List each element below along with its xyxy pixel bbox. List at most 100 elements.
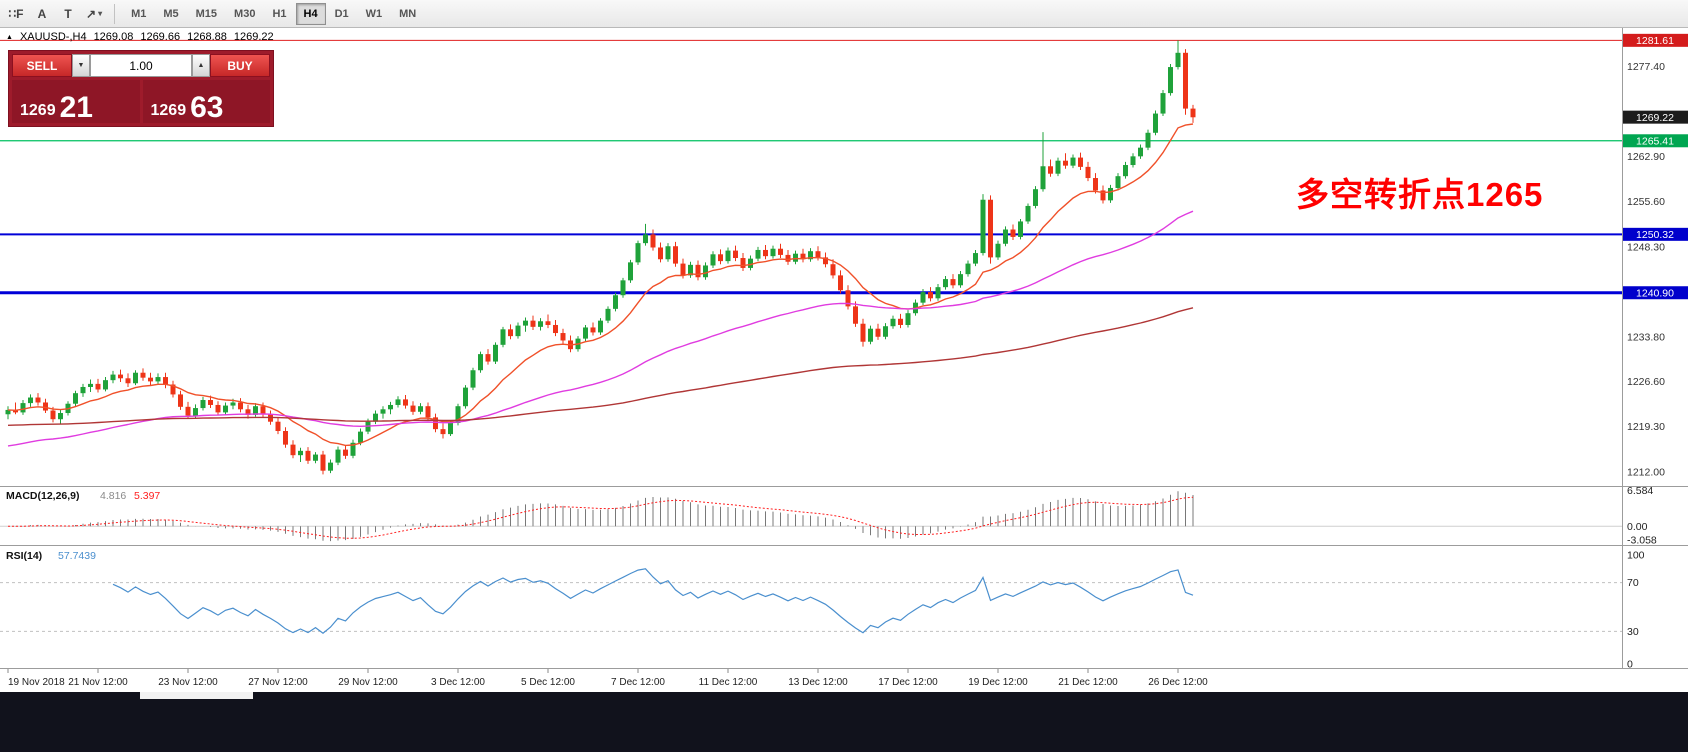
crosshair-icon: ∷F xyxy=(8,6,24,21)
svg-text:4.816: 4.816 xyxy=(100,490,126,502)
sell-button[interactable]: SELL xyxy=(12,54,72,77)
svg-text:1219.30: 1219.30 xyxy=(1627,421,1665,433)
chart-annotation-text[interactable]: 多空转折点1265 xyxy=(1296,176,1544,213)
svg-text:1281.61: 1281.61 xyxy=(1636,35,1674,47)
svg-text:1269.22: 1269.22 xyxy=(1636,112,1674,124)
trade-prices-row: 1269 21 1269 63 xyxy=(12,80,270,123)
svg-text:1233.80: 1233.80 xyxy=(1627,331,1665,343)
sell-price-display[interactable]: 1269 21 xyxy=(12,80,140,123)
timeframe-button-m15[interactable]: M15 xyxy=(188,3,225,25)
svg-text:MACD(12,26,9): MACD(12,26,9) xyxy=(6,490,80,502)
time-axis: 19 Nov 2018 21 Nov 12:00 23 Nov 12:00 27 No… xyxy=(7,669,1208,688)
svg-text:1212.00: 1212.00 xyxy=(1627,466,1665,478)
svg-text:26 Dec 12:00: 26 Dec 12:00 xyxy=(1148,677,1208,688)
svg-text:3 Dec 12:00: 3 Dec 12:00 xyxy=(431,677,485,688)
sell-price-main: 1269 xyxy=(20,102,56,120)
label-tool-button[interactable]: A xyxy=(30,3,54,25)
moving-average-lines xyxy=(7,123,1194,447)
svg-text:1226.60: 1226.60 xyxy=(1627,376,1665,388)
price-axis: 6.584 0.00 -3.058 100 70 30 0 1277.40 1262.90 125… xyxy=(1623,33,1688,671)
buy-price-display[interactable]: 1269 63 xyxy=(142,80,270,124)
svg-text:19 Nov 2018: 19 Nov 2018 xyxy=(8,677,65,688)
trade-controls-row: SELL ▼ ▲ BUY xyxy=(12,54,270,77)
label-a-icon: A xyxy=(37,6,47,21)
svg-text:7 Dec 12:00: 7 Dec 12:00 xyxy=(611,677,665,688)
timeframe-button-m30[interactable]: M30 xyxy=(226,3,263,25)
one-click-trading-panel: SELL ▼ ▲ BUY 1269 21 1269 63 xyxy=(8,50,274,127)
drawing-tools-group: ∷F A T ↗ ▾ xyxy=(4,3,106,25)
svg-text:57.7439: 57.7439 xyxy=(58,550,96,562)
svg-text:1250.32: 1250.32 xyxy=(1636,229,1674,241)
horizontal-price-lines[interactable] xyxy=(0,39,1622,295)
svg-text:13 Dec 12:00: 13 Dec 12:00 xyxy=(788,677,848,688)
volume-increase-button[interactable]: ▲ xyxy=(192,54,210,77)
ohlc-open: 1269.08 xyxy=(93,31,134,43)
timeframe-button-w1[interactable]: W1 xyxy=(358,3,391,25)
svg-text:RSI(14): RSI(14) xyxy=(6,550,42,562)
svg-text:1248.30: 1248.30 xyxy=(1627,241,1665,253)
svg-text:30: 30 xyxy=(1627,626,1639,638)
svg-text:19 Dec 12:00: 19 Dec 12:00 xyxy=(968,677,1028,688)
panel-separators xyxy=(0,28,1688,669)
caret-down-icon: ▼ xyxy=(77,62,85,69)
caret-down-icon: ▾ xyxy=(98,9,103,18)
toolbar: ∷F A T ↗ ▾ M1 M5 M15 M30 H1 H4 D1 W1 MN xyxy=(0,0,1688,28)
svg-text:1277.40: 1277.40 xyxy=(1627,61,1665,73)
symbol-header: ▲ XAUUSD-,H4 1269.08 1269.66 1268.88 126… xyxy=(6,31,274,43)
timeframe-buttons-group: M1 M5 M15 M30 H1 H4 D1 W1 MN xyxy=(123,2,424,25)
buy-price-main: 1269 xyxy=(150,102,187,120)
svg-text:11 Dec 12:00: 11 Dec 12:00 xyxy=(699,677,758,688)
rsi-panel: RSI(14) 57.7439 xyxy=(0,550,1622,634)
ma-mid-line xyxy=(7,210,1194,447)
svg-text:29 Nov 12:00: 29 Nov 12:00 xyxy=(338,677,398,688)
svg-text:1265.41: 1265.41 xyxy=(1636,136,1674,148)
svg-text:27 Nov 12:00: 27 Nov 12:00 xyxy=(248,677,308,688)
text-tool-button[interactable]: T xyxy=(56,3,80,25)
chart-canvas[interactable]: MACD(12,26,9) 4.816 5.397 RSI(14) 57.7439 6.5… xyxy=(0,28,1688,692)
timeframe-button-mn[interactable]: MN xyxy=(391,3,424,25)
svg-text:21 Nov 12:00: 21 Nov 12:00 xyxy=(68,677,128,688)
svg-text:17 Dec 12:00: 17 Dec 12:00 xyxy=(878,677,938,688)
crosshair-tool-button[interactable]: ∷F xyxy=(4,3,28,25)
timeframe-button-h1[interactable]: H1 xyxy=(264,3,294,25)
svg-text:6.584: 6.584 xyxy=(1627,485,1653,497)
svg-text:21 Dec 12:00: 21 Dec 12:00 xyxy=(1058,677,1118,688)
volume-decrease-button[interactable]: ▼ xyxy=(72,54,90,77)
toolbar-separator xyxy=(114,3,116,24)
svg-text:-3.058: -3.058 xyxy=(1627,535,1657,547)
svg-text:70: 70 xyxy=(1627,577,1639,589)
bottom-taskbar xyxy=(0,692,1688,752)
svg-text:100: 100 xyxy=(1627,550,1645,562)
symbol-name: XAUUSD-,H4 xyxy=(19,31,87,43)
buy-button[interactable]: BUY xyxy=(210,54,270,77)
svg-text:1240.90: 1240.90 xyxy=(1636,288,1674,300)
caret-up-icon: ▲ xyxy=(197,62,205,69)
buy-price-pips: 63 xyxy=(190,90,224,124)
ohlc-high: 1269.66 xyxy=(140,31,181,43)
ohlc-low: 1268.88 xyxy=(187,31,227,43)
svg-text:5.397: 5.397 xyxy=(134,490,160,502)
ma-fast-line xyxy=(7,123,1194,447)
text-icon: T xyxy=(64,6,72,21)
volume-input[interactable] xyxy=(90,54,192,77)
shapes-tool-button[interactable]: ↗ ▾ xyxy=(82,3,106,25)
ma-slow-line xyxy=(7,307,1194,426)
svg-text:23 Nov 12:00: 23 Nov 12:00 xyxy=(158,677,218,688)
candles-layer xyxy=(5,40,1196,475)
svg-text:5 Dec 12:00: 5 Dec 12:00 xyxy=(521,677,575,688)
symbol-marker-icon: ▲ xyxy=(6,33,13,41)
chart-workspace: MACD(12,26,9) 4.816 5.397 RSI(14) 57.7439 6.5… xyxy=(0,28,1688,692)
svg-text:0.00: 0.00 xyxy=(1627,521,1648,533)
arrow-shapes-icon: ↗ xyxy=(86,6,97,21)
taskbar-item[interactable] xyxy=(140,692,253,699)
macd-panel: MACD(12,26,9) 4.816 5.397 xyxy=(0,490,1622,542)
timeframe-button-d1[interactable]: D1 xyxy=(327,3,357,25)
timeframe-button-h4[interactable]: H4 xyxy=(295,2,326,25)
timeframe-button-m5[interactable]: M5 xyxy=(155,3,186,25)
sell-price-pips: 21 xyxy=(59,90,93,124)
svg-text:1262.90: 1262.90 xyxy=(1627,151,1665,163)
svg-text:0: 0 xyxy=(1627,659,1633,671)
ohlc-close: 1269.22 xyxy=(233,31,274,43)
timeframe-button-m1[interactable]: M1 xyxy=(123,3,154,25)
